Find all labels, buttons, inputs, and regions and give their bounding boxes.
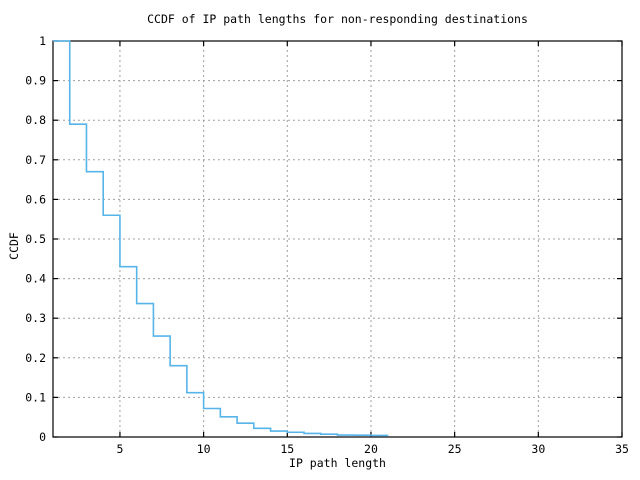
y-tick-label: 0.2 <box>25 351 46 365</box>
y-tick-label: 0.4 <box>25 272 46 286</box>
x-axis-label: IP path length <box>289 456 386 470</box>
chart-title: CCDF of IP path lengths for non-respondi… <box>147 12 528 26</box>
y-tick-label: 0.3 <box>25 311 46 325</box>
y-tick-label: 0.7 <box>25 153 46 167</box>
y-tick-label: 1 <box>39 34 46 48</box>
x-tick-label: 25 <box>448 442 462 456</box>
y-tick-label: 0.1 <box>25 390 46 404</box>
x-tick-label: 30 <box>531 442 545 456</box>
y-tick-label: 0.5 <box>25 232 46 246</box>
x-tick-label: 35 <box>615 442 629 456</box>
y-tick-label: 0.8 <box>25 113 46 127</box>
x-tick-label: 20 <box>364 442 378 456</box>
y-tick-label: 0.9 <box>25 74 46 88</box>
y-axis-label: CCDF <box>7 232 21 260</box>
y-tick-label: 0.6 <box>25 192 46 206</box>
y-tick-label: 0 <box>39 430 46 444</box>
x-tick-label: 5 <box>116 442 123 456</box>
ccdf-step-line <box>53 40 389 437</box>
x-tick-label: 10 <box>197 442 211 456</box>
x-tick-label: 15 <box>280 442 294 456</box>
